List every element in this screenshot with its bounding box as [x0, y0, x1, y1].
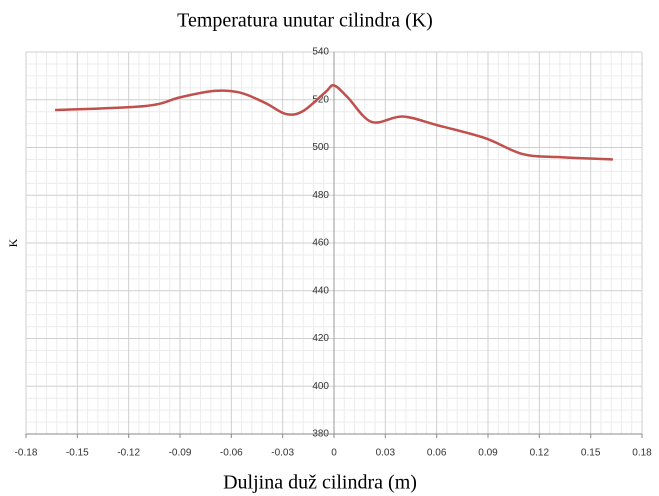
data-line: [55, 84, 613, 161]
y-tick-label: 400: [312, 381, 329, 392]
y-tick-label: 500: [312, 142, 329, 153]
x-tick-label: 0.03: [376, 448, 396, 459]
x-tick-label: -0.12: [117, 448, 140, 459]
x-tick-label: 0.09: [478, 448, 498, 459]
x-tick-label: 0.06: [427, 448, 447, 459]
x-axis-label: Duljina duž cilindra (m): [223, 472, 417, 494]
y-tick-label: 420: [312, 333, 329, 344]
x-tick-label: 0: [331, 448, 337, 459]
x-tick-label: -0.06: [220, 448, 243, 459]
y-tick-label: 440: [312, 285, 329, 296]
y-tick-label: 540: [312, 47, 329, 58]
x-tick-label: -0.09: [169, 448, 192, 459]
x-tick-label: 0.15: [581, 448, 601, 459]
x-tick-label: -0.18: [15, 448, 38, 459]
y-tick-label: 520: [312, 94, 329, 105]
x-tick-label: -0.15: [66, 448, 89, 459]
x-tick-label: 0.12: [530, 448, 550, 459]
y-axis-label: K: [6, 238, 20, 247]
y-tick-label: 460: [312, 238, 329, 249]
y-tick-label: 480: [312, 190, 329, 201]
x-tick-label: -0.03: [271, 448, 294, 459]
chart-title: Temperatura unutar cilindra (K): [177, 10, 433, 32]
x-tick-label: 0.18: [632, 448, 652, 459]
